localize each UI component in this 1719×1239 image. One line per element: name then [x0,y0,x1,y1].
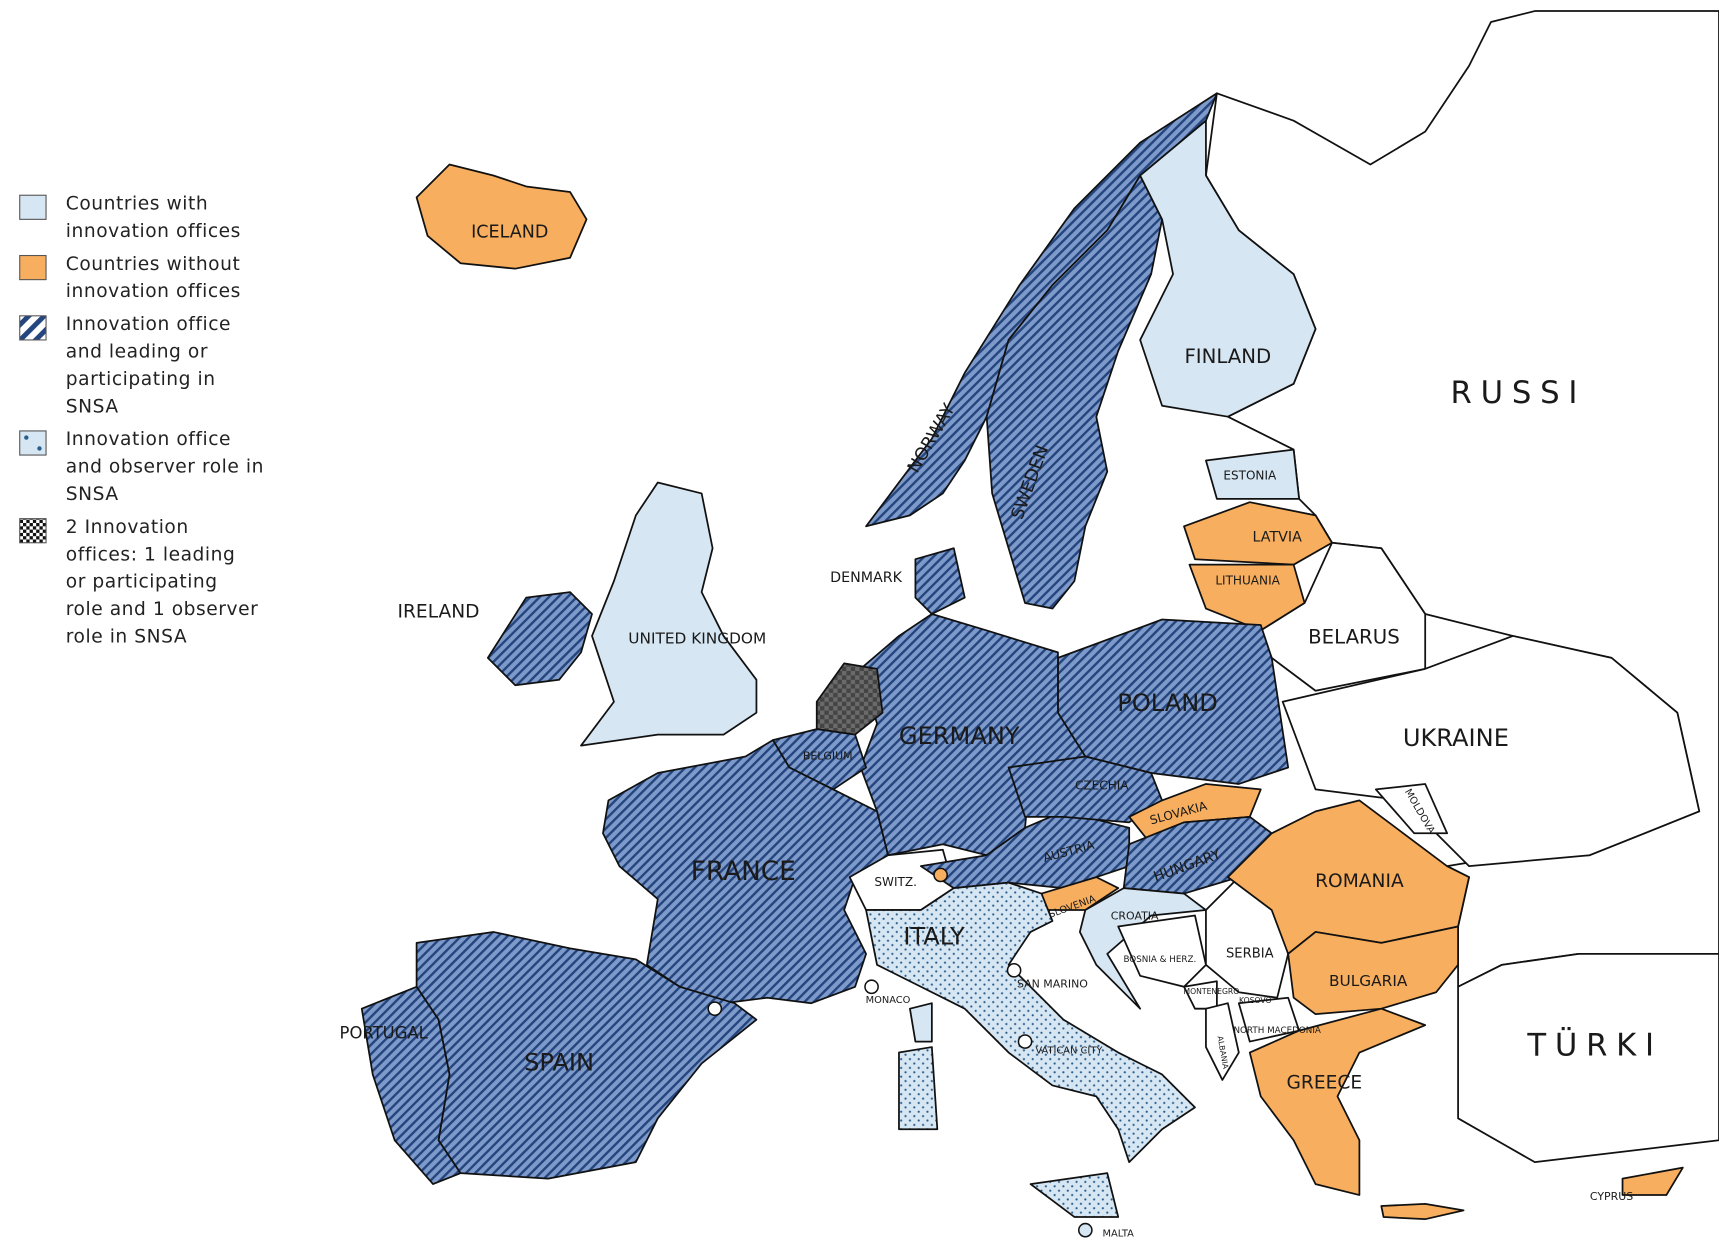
country-label: MALTA [1103,1228,1135,1239]
legend-label: and leading or [66,342,208,363]
corsica [909,1002,933,1043]
country-label: ESTONIA [1223,468,1277,482]
country-label: POLAND [1117,689,1218,717]
ukraine [1281,635,1701,868]
belarus [1259,541,1427,692]
legend-label: Innovation office [66,314,231,335]
legend-dot [37,446,42,451]
legend-swatch [19,518,47,544]
legend-label: innovation offices [66,281,241,302]
country-label: MONACO [866,995,911,1006]
country-label: ITALY [903,922,965,950]
country-label: CZECHIA [1075,779,1129,793]
united-kingdom [580,481,758,747]
country-label: UKRAINE [1403,724,1509,752]
andorra [707,1001,723,1017]
legend-dot [24,435,29,440]
country-label: NORTH MACEDONIA [1233,1026,1321,1036]
legend-label: or participating [66,572,218,593]
vatican-city [1017,1034,1033,1049]
netherlands [815,662,884,736]
country-label: SPAIN [524,1049,594,1077]
countries [360,10,1719,1238]
legend-label: offices: 1 leading [66,544,236,565]
country-label: UNITED KINGDOM [628,630,766,648]
country-label: RUSSI [1451,376,1587,411]
legend-swatch [19,194,47,220]
estonia [1205,448,1300,500]
finland [1139,119,1317,418]
legend-label: participating in [66,369,216,390]
liechtenstein [933,867,948,883]
country-label: CYPRUS [1590,1190,1633,1203]
crete [1380,1202,1465,1221]
legend-swatch [19,430,47,456]
sardinia [898,1046,939,1131]
turkiye [1457,952,1719,1164]
country-label: TÜRKI [1526,1027,1663,1064]
country-label: BULGARIA [1329,972,1408,990]
country-label: BOSNIA & HERZ. [1123,955,1196,965]
legend-label: SNSA [66,396,119,417]
bosnia [1117,914,1207,988]
sicily [1029,1172,1120,1218]
legend-label: role in SNSA [66,627,187,648]
country-label: GREECE [1286,1073,1362,1094]
legend-label: role and 1 observer [66,599,259,620]
legend-label: Countries with [66,194,208,215]
denmark [914,547,966,615]
greece [1248,1007,1427,1196]
bulgaria [1287,925,1459,1016]
legend-label: innovation offices [66,221,241,242]
country-label: GERMANY [899,722,1020,750]
ireland [486,591,593,687]
monaco [864,979,879,995]
legend-label: Countries without [66,254,241,275]
malta [1077,1222,1093,1238]
country-label: VATICAN CITY [1035,1045,1103,1056]
country-label: SAN MARINO [1017,978,1088,991]
legend-label: SNSA [66,484,119,505]
country-label: LITHUANIA [1215,574,1280,588]
country-label: FRANCE [691,857,796,887]
legend-swatch [19,254,47,281]
country-label: FINLAND [1184,345,1271,368]
sweden [985,174,1163,610]
legend-label: 2 Innovation [66,517,189,538]
legend-label: and observer role in [66,457,264,478]
legend-label: Innovation office [66,429,231,450]
iceland [415,163,588,270]
san-marino [1006,962,1022,978]
country-label: ICELAND [471,223,548,243]
country-label: SWITZ. [874,875,917,889]
country-label: CROATIA [1111,910,1159,923]
legend-swatch [19,315,47,341]
country-label: ROMANIA [1315,871,1404,892]
portugal [360,985,462,1185]
country-label: IRELAND [398,601,480,622]
country-label: LATVIA [1253,529,1303,545]
italy [865,881,1196,1164]
cyprus [1621,1166,1684,1196]
albania [1205,1002,1240,1081]
country-label: PORTUGAL [340,1023,429,1042]
moldova [1374,783,1448,835]
country-label: SERBIA [1226,946,1274,961]
country-label: BELGIUM [803,750,853,763]
country-label: KOSOVO [1239,996,1272,1005]
country-label: DENMARK [830,570,903,586]
legend: Countries with innovation offices Countrie… [19,194,264,648]
country-label: BELARUS [1308,626,1400,649]
france [602,739,889,1005]
country-label: MONTENEGRO [1184,987,1240,996]
